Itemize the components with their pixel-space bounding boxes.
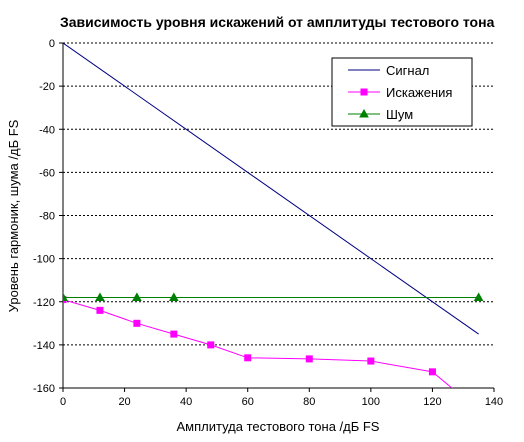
legend-label-signal: Сигнал [386, 63, 429, 78]
data-point-noise [95, 292, 105, 301]
y-tick-label: -40 [39, 124, 55, 136]
x-tick-label: 80 [303, 396, 315, 408]
x-axis-label: Амплитуда тестового тона /дБ FS [177, 419, 380, 434]
x-tick-label: 140 [485, 396, 503, 408]
legend-marker-distortion [360, 88, 368, 96]
y-axis-label: Уровень гармоник, шума /дБ FS [6, 119, 21, 312]
data-point-distortion [305, 355, 313, 363]
series-line-distortion [63, 299, 453, 388]
data-point-noise [168, 292, 179, 301]
x-tick-label: 120 [423, 396, 441, 408]
y-tick-label: -160 [33, 383, 55, 395]
series-noise [63, 292, 484, 301]
series-distortion [63, 296, 453, 388]
legend-marker-noise [359, 108, 369, 118]
data-point-noise [132, 292, 142, 301]
y-tick-label: -80 [39, 211, 55, 223]
series-layer [63, 43, 484, 388]
x-tick-label: 40 [180, 396, 192, 408]
y-tick-label: -60 [39, 167, 55, 179]
data-point-noise [473, 292, 484, 301]
legend-label-distortion: Искажения [386, 85, 452, 100]
y-tick-label: 0 [49, 38, 55, 50]
y-tick-label: -140 [33, 340, 55, 352]
y-tick-label: -20 [39, 81, 55, 93]
series-signal [63, 43, 479, 335]
series-line-signal [63, 43, 479, 335]
x-tick-label: 20 [118, 396, 130, 408]
y-tick-label: -120 [33, 297, 55, 309]
data-point-distortion [428, 368, 436, 376]
data-point-distortion [244, 354, 252, 362]
x-tick-label: 100 [362, 396, 380, 408]
data-point-distortion [367, 357, 375, 365]
y-tick-label: -100 [33, 254, 55, 266]
chart-title: Зависимость уровня искажений от амплитуд… [60, 14, 495, 30]
legend-label-noise: Шум [386, 107, 413, 122]
data-point-distortion [133, 319, 141, 327]
x-tick-label: 60 [242, 396, 254, 408]
axis-ticks: 0 -20 -40 -60 -80 -100 -120 -140 -160 0 20 40 60 80 10… [33, 38, 503, 408]
data-point-distortion [207, 341, 215, 349]
data-point-distortion [96, 306, 104, 314]
data-point-noise [63, 292, 68, 301]
x-tick-label: 0 [60, 396, 66, 408]
data-point-distortion [170, 330, 178, 338]
legend: Сигнал Искажения Шум [331, 57, 473, 127]
